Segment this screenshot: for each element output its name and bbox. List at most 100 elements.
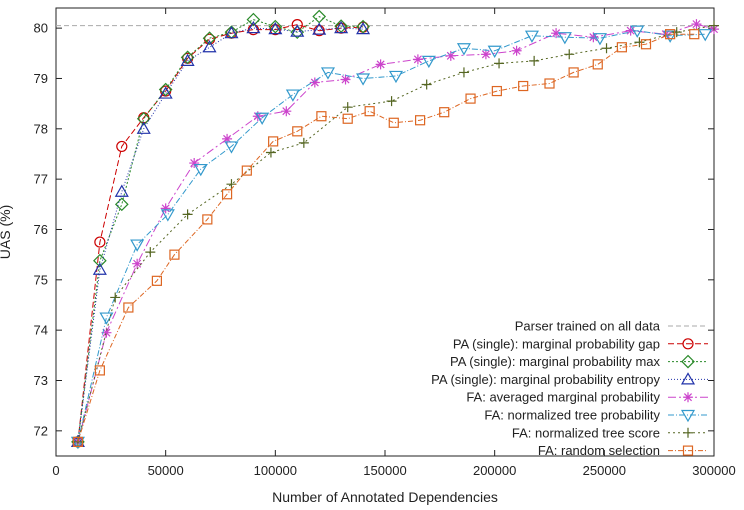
data-point xyxy=(671,27,682,38)
data-point xyxy=(114,184,129,197)
axes: 0 50000 100000 150000 200000 250000 300000 72 73… xyxy=(34,7,736,478)
y-tick-label: 76 xyxy=(34,222,48,237)
legend-label: Parser trained on all data xyxy=(515,319,661,334)
legend-entry: PA (single): marginal probability max xyxy=(450,354,708,369)
data-point xyxy=(340,74,351,85)
data-point xyxy=(557,32,572,45)
series-3 xyxy=(70,20,371,448)
y-axis-label: UAS (%) xyxy=(0,205,13,259)
data-point xyxy=(180,53,195,66)
data-point xyxy=(386,96,397,107)
data-point xyxy=(601,43,612,54)
data-point xyxy=(160,209,175,222)
data-point xyxy=(518,80,529,92)
legend-marker xyxy=(680,372,696,385)
data-point xyxy=(568,67,579,78)
data-point xyxy=(202,31,217,46)
data-point xyxy=(268,19,283,34)
data-point xyxy=(255,112,270,125)
legend-entry: PA (single): marginal probability gap xyxy=(453,336,708,351)
legend-entry: FA: normalized tree score xyxy=(512,425,708,440)
data-point xyxy=(342,113,353,124)
x-axis-label: Number of Annotated Dependencies xyxy=(272,489,498,505)
data-point xyxy=(158,86,173,99)
data-point xyxy=(564,49,575,60)
data-point xyxy=(246,12,261,27)
data-point xyxy=(529,55,540,66)
data-point xyxy=(151,275,162,286)
y-tick-label: 78 xyxy=(34,121,48,136)
data-point xyxy=(298,137,309,148)
data-point xyxy=(202,214,213,225)
y-tick-label: 72 xyxy=(34,423,48,438)
data-point xyxy=(268,136,279,147)
data-point xyxy=(691,19,702,30)
data-point xyxy=(292,126,303,137)
x-tick-label: 0 xyxy=(52,463,59,478)
data-point xyxy=(634,37,645,48)
legend-marker xyxy=(681,354,695,369)
legend: Parser trained on all data PA (single): m… xyxy=(431,319,708,458)
data-point xyxy=(551,28,562,39)
data-point xyxy=(110,292,121,303)
data-point xyxy=(226,179,237,190)
data-point xyxy=(312,22,327,35)
data-point xyxy=(356,21,371,35)
data-point xyxy=(246,20,261,34)
data-point xyxy=(94,365,105,376)
data-point xyxy=(421,79,432,90)
legend-entry: PA (single): marginal probability entrop… xyxy=(431,372,708,387)
data-point xyxy=(92,262,107,275)
data-point xyxy=(221,189,233,200)
data-point xyxy=(412,54,423,65)
legend-label: FA: random selection xyxy=(538,443,660,458)
x-tick-label: 250000 xyxy=(583,463,626,478)
y-tick-label: 79 xyxy=(34,71,48,86)
legend-marker xyxy=(680,409,696,423)
data-point xyxy=(182,209,193,220)
x-tick-label: 50000 xyxy=(148,463,184,478)
legend-label: FA: averaged marginal probability xyxy=(466,390,660,405)
data-point xyxy=(202,40,217,53)
series-7 xyxy=(72,29,700,448)
data-point xyxy=(458,67,469,78)
data-point xyxy=(114,197,129,212)
y-tick-label: 74 xyxy=(34,323,48,338)
legend-label: FA: normalized tree score xyxy=(512,425,660,440)
data-point xyxy=(356,73,371,86)
data-point xyxy=(665,29,676,40)
data-point xyxy=(224,141,239,154)
legend-marker xyxy=(682,338,694,350)
data-point xyxy=(625,25,636,36)
data-point xyxy=(224,25,239,39)
series-6 xyxy=(72,20,719,447)
y-tick-label: 80 xyxy=(34,21,48,36)
data-point xyxy=(663,30,678,43)
data-point xyxy=(130,239,145,252)
legend-label: PA (single): marginal probability entrop… xyxy=(431,372,660,387)
data-point xyxy=(281,106,292,117)
data-point xyxy=(616,42,627,53)
data-point xyxy=(421,55,436,69)
data-point xyxy=(222,133,233,144)
data-point xyxy=(689,29,700,40)
data-point xyxy=(334,20,349,34)
x-tick-label: 300000 xyxy=(692,463,735,478)
data-point xyxy=(189,158,200,169)
data-point xyxy=(285,89,300,102)
data-point xyxy=(456,43,471,56)
data-point xyxy=(241,165,252,176)
data-point xyxy=(445,50,456,61)
data-point xyxy=(465,93,476,104)
series-line xyxy=(77,23,715,443)
data-point xyxy=(313,25,325,37)
data-point xyxy=(290,25,305,40)
data-point xyxy=(268,21,283,35)
legend-marker xyxy=(683,427,693,438)
data-point xyxy=(388,117,399,128)
data-point xyxy=(698,29,713,42)
series-5 xyxy=(70,25,713,450)
x-tick-label: 100000 xyxy=(254,463,297,478)
legend-label: PA (single): marginal probability max xyxy=(450,354,661,369)
data-point xyxy=(123,302,134,313)
